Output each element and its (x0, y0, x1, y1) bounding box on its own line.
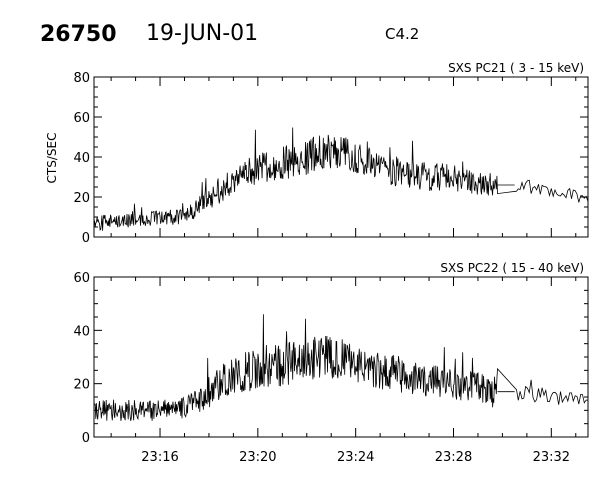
panel-pc21: SXS PC21 ( 3 - 15 keV) CTS/SEC 0 20 40 60 80 (45, 61, 589, 246)
y-tick-label: 40 (73, 151, 90, 166)
panel-pc21-title: SXS PC21 ( 3 - 15 keV) (448, 61, 584, 75)
x-tick-label: 23:16 (141, 450, 178, 465)
series-line (93, 127, 589, 231)
y-tick-label: 20 (73, 378, 90, 393)
event-date: 19-JUN-01 (146, 21, 258, 46)
event-id: 26750 (40, 22, 117, 47)
y-tick-label: 0 (82, 431, 90, 446)
y-axis-label: CTS/SEC (45, 133, 59, 184)
series-line (93, 314, 589, 421)
panel-pc22-title: SXS PC22 ( 15 - 40 keV) (440, 261, 584, 275)
y-tick-label: 0 (82, 231, 90, 246)
x-tick-label: 23:32 (533, 450, 570, 465)
y-tick-label: 60 (73, 271, 90, 286)
y-tick-label: 80 (73, 71, 90, 86)
x-tick-label: 23:24 (337, 450, 374, 465)
y-tick-label: 40 (73, 324, 90, 339)
panel-pc22: SXS PC22 ( 15 - 40 keV) 0 20 40 60 23:16 23:2… (73, 261, 589, 465)
flare-class: C4.2 (385, 25, 419, 43)
y-tick-label: 60 (73, 111, 90, 126)
y-tick-label: 20 (73, 191, 90, 206)
x-tick-label: 23:28 (435, 450, 472, 465)
plot-frame (93, 76, 589, 238)
x-tick-label: 23:20 (239, 450, 276, 465)
